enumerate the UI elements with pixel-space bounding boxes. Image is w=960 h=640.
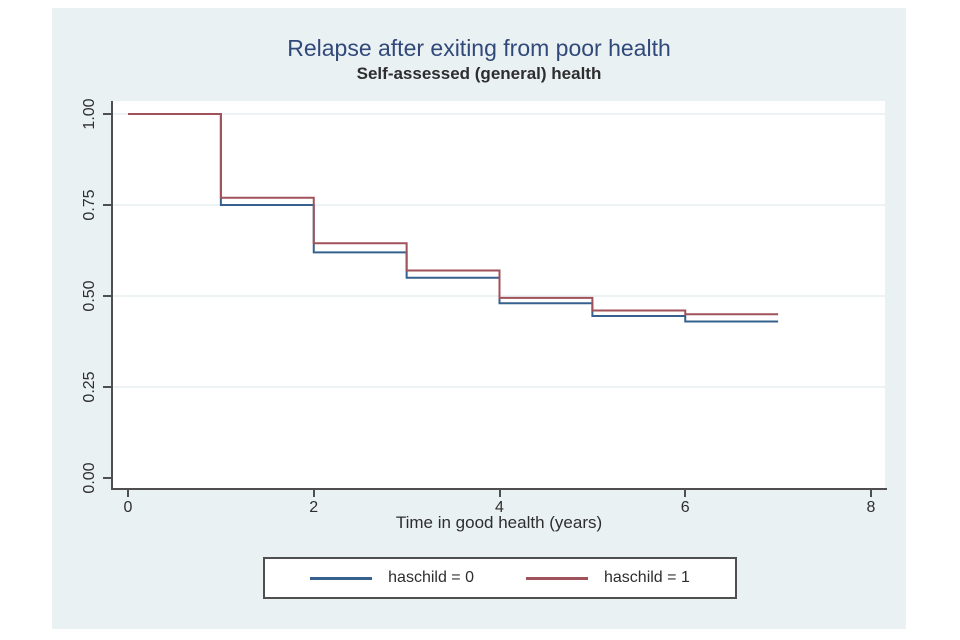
x-tick-label-0: 0	[123, 499, 133, 516]
survival-curves-svg	[113, 113, 885, 388]
legend-label: haschild = 0	[388, 569, 474, 586]
x-tick-label-6: 6	[680, 499, 690, 516]
survival-curve-haschild0	[128, 113, 779, 323]
x-tick-label-4: 4	[495, 499, 504, 516]
y-tick-label-0.50: 0.50	[81, 280, 98, 312]
survival-curve-haschild1	[128, 113, 779, 316]
y-tick-0.50	[103, 295, 111, 297]
chart-title: Relapse after exiting from poor health	[287, 35, 671, 61]
x-tick-label-2: 2	[309, 499, 319, 516]
legend: haschild = 0 haschild = 1	[263, 557, 737, 599]
y-tick-label-0.75: 0.75	[81, 189, 98, 221]
y-tick-label-0.00: 0.00	[81, 462, 98, 494]
x-tick-0	[127, 490, 129, 497]
y-tick-0.00	[103, 477, 111, 479]
graph-region: Relapse after exiting from poor health S…	[52, 8, 906, 629]
y-axis-line	[111, 101, 113, 490]
legend-label: haschild = 1	[604, 569, 690, 586]
y-tick-0.75	[103, 204, 111, 206]
x-tick-label-8: 8	[866, 499, 876, 516]
x-axis-line	[111, 488, 887, 490]
y-tick-1.00	[103, 113, 111, 115]
plot-area	[113, 101, 885, 488]
y-tick-0.25	[103, 386, 111, 388]
x-axis-title: Time in good health (years)	[395, 513, 603, 532]
x-tick-2	[312, 490, 315, 497]
x-tick-8	[870, 490, 872, 497]
legend-entry-haschild0: haschild = 0	[310, 569, 474, 587]
legend-entry-haschild1: haschild = 1	[526, 569, 690, 587]
legend-line-sample	[310, 576, 373, 580]
legend-line-sample	[526, 576, 588, 580]
x-tick-4	[498, 490, 501, 497]
y-tick-label-0.25: 0.25	[81, 371, 98, 403]
y-tick-label-1.00: 1.00	[81, 98, 98, 130]
x-tick-6	[684, 490, 687, 497]
chart-subtitle: Self-assessed (general) health	[356, 64, 602, 83]
